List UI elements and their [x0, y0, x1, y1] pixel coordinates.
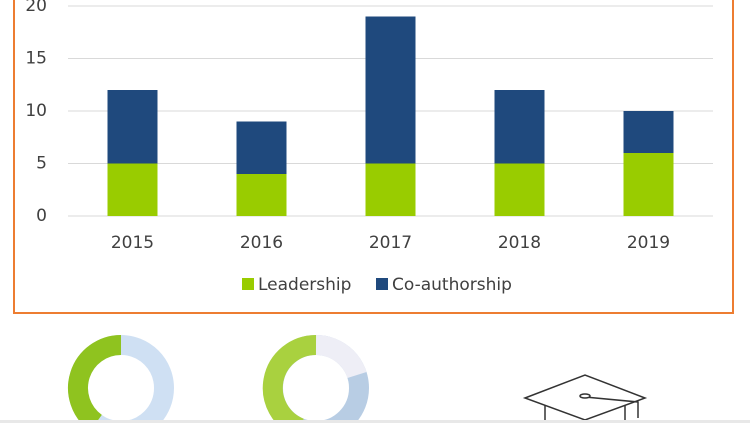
bar-segment	[494, 163, 545, 216]
bar-segment	[365, 163, 416, 216]
y-tick-label: 0	[36, 206, 47, 226]
legend-swatch	[376, 278, 388, 290]
y-tick-label: 10	[25, 101, 47, 121]
y-tick-label: 15	[25, 49, 47, 69]
donut-arc	[68, 335, 122, 427]
bar-segment	[236, 174, 287, 216]
donut-arc	[315, 335, 367, 379]
bar-segment	[236, 121, 287, 174]
bar-segment	[623, 153, 674, 216]
x-tick-label: 2015	[111, 233, 154, 253]
donut-1	[68, 335, 174, 427]
bottom-bar	[0, 420, 750, 423]
legend-label: Co-authorship	[392, 275, 512, 295]
donut-arc	[262, 334, 317, 427]
x-tick-label: 2019	[627, 233, 670, 253]
chart: 0 5 10 15 20 2015 2016 2017 2018 2019 Leadership Co…	[25, 0, 713, 295]
y-tick-label: 20	[25, 0, 47, 16]
donut-2	[262, 334, 369, 427]
x-tick-label: 2017	[369, 233, 412, 253]
x-tick-label: 2016	[240, 233, 283, 253]
bar-segment	[623, 111, 674, 153]
graduation-cap-icon	[522, 374, 648, 423]
x-tick-label: 2018	[498, 233, 541, 253]
bar-segment	[494, 90, 545, 164]
legend-label: Leadership	[258, 275, 351, 295]
bar-segment	[107, 90, 158, 164]
bar-segment	[107, 163, 158, 216]
legend-swatch	[242, 278, 254, 290]
bar-segment	[365, 16, 416, 164]
y-tick-label: 5	[36, 154, 47, 174]
